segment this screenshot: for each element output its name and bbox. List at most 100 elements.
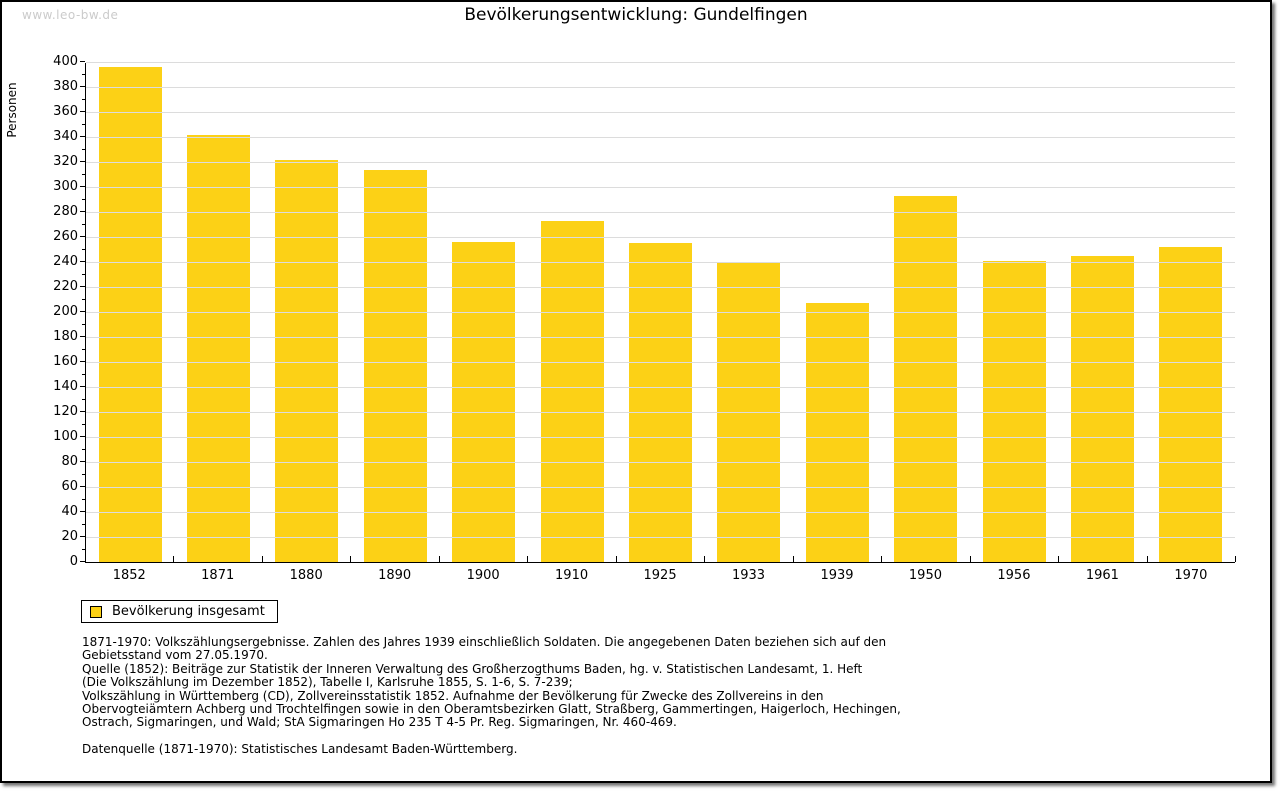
bar-1900 [452,242,516,562]
bar-1852 [98,67,162,562]
y-axis-tick [80,161,85,162]
y-axis-tick [82,523,85,525]
gridline [86,437,1235,438]
gridline [86,212,1235,213]
footnote-lines: 1871-1970: Volkszählungsergebnisse. Zahl… [82,635,901,730]
bar-1880 [275,159,339,562]
gridline [86,462,1235,463]
y-tick-label: 300 [53,179,78,194]
bar-slot-1852 [86,63,174,562]
x-axis-tick [881,556,883,562]
y-axis-tick [82,73,85,75]
x-tick-label: 1871 [201,568,235,583]
y-axis-tick [82,498,85,500]
gridline [86,312,1235,313]
footnote-line: 1871-1970: Volkszählungsergebnisse. Zahl… [82,635,887,649]
x-axis-tick [438,556,440,562]
x-axis-tick [1235,556,1236,562]
bar-slot-1970 [1147,63,1235,562]
bar-slot-1880 [263,63,351,562]
y-tick-label: 280 [53,204,78,219]
y-axis-tick [80,461,85,462]
footnote-line: Obervogteiämtern Achberg und Trochtelfin… [82,702,901,717]
y-axis-label: Personen [5,82,19,138]
bar-1910 [540,220,604,562]
gridline [86,537,1235,538]
footnote-line: Quelle (1852): Beiträge zur Statistik de… [82,661,863,676]
bar-1970 [1159,247,1223,562]
bar-slot-1910 [528,63,616,562]
y-axis-tick [80,511,85,512]
y-axis-tick [80,236,85,237]
bar-1950 [894,195,958,562]
y-axis-tick [80,86,85,87]
x-tick-label: 1961 [1085,568,1119,583]
y-tick-label: 140 [53,379,78,394]
y-axis-tick [82,198,85,200]
gridline [86,412,1235,413]
y-axis-tick [80,61,85,62]
y-tick-label: 400 [53,54,78,69]
y-axis-tick [82,323,85,325]
x-axis-tick [527,556,529,562]
gridline [86,187,1235,188]
footnotes: 1871-1970: Volkszählungsergebnisse. Zahl… [82,635,901,756]
y-axis-tick [82,373,85,375]
x-tick-label: 1933 [731,568,766,583]
bar-1939 [805,303,869,562]
gridline [86,87,1235,88]
gridline [86,362,1235,363]
gridline [86,137,1235,138]
y-axis-tick [80,386,85,387]
x-axis-tick [1146,556,1148,562]
x-tick-label: 1939 [820,568,854,583]
bar-slot-1890 [351,63,439,562]
y-axis-tick [80,361,85,362]
y-tick-label: 120 [53,404,78,419]
y-axis-tick [82,298,85,300]
gridline [86,112,1235,113]
x-tick-label: 1910 [555,568,589,583]
bar-1871 [187,134,251,562]
gridline [86,62,1235,63]
x-axis-tick [261,556,263,562]
y-axis-tick [80,411,85,412]
gridline [86,237,1235,238]
bar-1961 [1070,255,1134,562]
y-axis-tick [82,248,85,250]
x-tick-label: 1880 [289,568,323,583]
x-axis-tick [615,556,617,562]
y-axis-tick [82,448,85,450]
y-axis-tick [80,211,85,212]
y-axis-tick [82,398,85,400]
watermark: www.leo-bw.de [22,8,119,22]
bar-slot-1871 [174,63,262,562]
y-axis-tick [82,348,85,350]
y-tick-label: 100 [53,429,78,444]
y-tick-label: 340 [53,129,78,144]
plot-area: 0 20 40 60 80 100 120 140 160 180 200 220 240 260 280 3… [53,55,1236,568]
y-tick-label: 80 [61,454,78,469]
y-axis-tick [80,136,85,137]
y-tick-label: 380 [53,79,78,94]
y-axis-tick [80,261,85,262]
y-axis-tick [80,111,85,112]
bar-slot-1900 [440,63,528,562]
footnote-line: Volkszählung in Württemberg (CD), Zollve… [82,688,824,703]
gridline [86,162,1235,163]
x-axis-tick [173,556,175,562]
y-tick-label: 60 [61,479,78,494]
bar-1925 [629,243,693,562]
bar-1890 [363,169,427,562]
y-axis-tick [82,473,85,475]
y-axis-tick [82,173,85,175]
y-axis-tick [80,486,85,487]
y-tick-label: 260 [53,229,78,244]
gridline [86,487,1235,488]
bar-slot-1956 [970,63,1058,562]
bar-slot-1925 [616,63,704,562]
gridline [86,337,1235,338]
y-tick-label: 220 [53,279,78,294]
x-tick-label: 1970 [1174,568,1208,583]
